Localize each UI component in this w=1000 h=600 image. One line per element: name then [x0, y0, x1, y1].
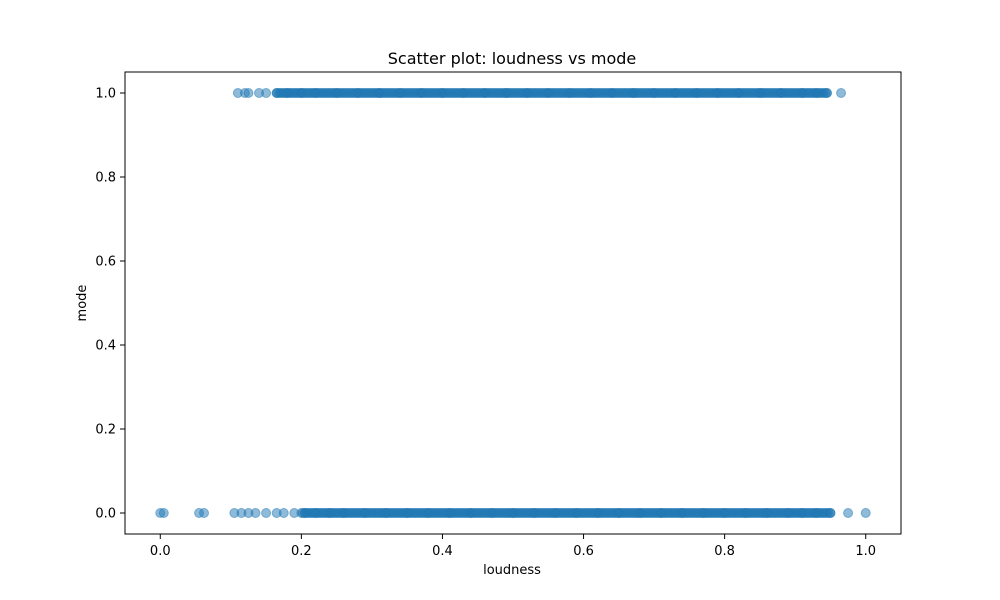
scatter-point	[585, 88, 596, 98]
y-tick-label: 0.6	[95, 255, 116, 270]
scatter-point	[500, 88, 511, 98]
scatter-point	[843, 508, 854, 518]
scatter-point	[402, 508, 413, 518]
scatter-point	[825, 508, 836, 518]
scatter-point	[550, 508, 561, 518]
y-axis-label: mode	[75, 285, 90, 322]
scatter-point	[261, 508, 272, 518]
scatter-point	[250, 508, 261, 518]
scatter-point	[282, 88, 293, 98]
scatter-point	[271, 88, 282, 98]
scatter-point	[338, 508, 349, 518]
x-axis-label: loudness	[483, 563, 541, 578]
scatter-point	[522, 88, 533, 98]
scatter-point	[243, 88, 254, 98]
scatter-point	[836, 88, 847, 98]
x-axis-ticks: 0.0 0.2 0.4 0.6 0.8 1.0	[150, 534, 876, 559]
scatter-point	[299, 508, 310, 518]
scatter-point	[310, 508, 321, 518]
scatter-point	[698, 508, 709, 518]
y-tick-label: 1.0	[95, 87, 116, 102]
scatter-point	[373, 88, 384, 98]
scatter-point	[656, 508, 667, 518]
scatter-point	[324, 508, 335, 518]
scatter-point	[783, 508, 794, 518]
scatter-point	[797, 88, 808, 98]
scatter-point	[670, 88, 681, 98]
scatter-point	[627, 88, 638, 98]
scatter-point	[571, 508, 582, 518]
scatter-point	[310, 88, 321, 98]
scatter-point	[776, 88, 787, 98]
scatter-point	[416, 88, 427, 98]
y-axis-ticks: 0.0 0.2 0.4 0.6 0.8 1.0	[95, 87, 125, 522]
scatter-point	[359, 508, 370, 518]
scatter-point	[278, 508, 289, 518]
scatter-point	[289, 508, 300, 518]
scatter-point	[543, 88, 554, 98]
scatter-point	[634, 508, 645, 518]
x-tick-label: 1.0	[855, 544, 876, 559]
scatter-point	[529, 508, 540, 518]
y-tick-label: 0.8	[95, 171, 116, 186]
scatter-point	[331, 88, 342, 98]
scatter-point	[811, 88, 822, 98]
scatter-point	[677, 508, 688, 518]
scatter-point	[691, 88, 702, 98]
scatter-point	[158, 508, 169, 518]
y-tick-label: 0.2	[95, 423, 116, 438]
x-tick-label: 0.2	[291, 544, 312, 559]
scatter-point	[444, 508, 455, 518]
scatter-point	[797, 508, 808, 518]
scatter-point	[613, 508, 624, 518]
scatter-point	[381, 508, 392, 518]
scatter-point	[486, 508, 497, 518]
scatter-point	[508, 508, 518, 518]
x-tick-label: 0.8	[714, 544, 735, 559]
scatter-point	[860, 508, 871, 518]
y-tick-label: 0.4	[95, 339, 116, 354]
scatter-point	[592, 508, 603, 518]
scatter-point	[606, 88, 617, 98]
scatter-point	[296, 88, 307, 98]
scatter-point	[423, 508, 434, 518]
chart-title: Scatter plot: loudness vs mode	[388, 49, 637, 68]
y-tick-label: 0.0	[95, 507, 116, 522]
scatter-point	[261, 88, 272, 98]
scatter-point	[719, 508, 730, 518]
data-points	[155, 88, 871, 518]
scatter-point	[437, 88, 448, 98]
scatter-point	[199, 508, 210, 518]
scatter-point	[761, 508, 772, 518]
scatter-point	[465, 508, 476, 518]
scatter-point	[740, 508, 751, 518]
x-tick-label: 0.6	[573, 544, 594, 559]
scatter-point	[649, 88, 660, 98]
scatter-point	[754, 88, 765, 98]
x-tick-label: 0.4	[432, 544, 453, 559]
scatter-point	[458, 88, 469, 98]
scatter-point	[479, 88, 490, 98]
scatter-point	[564, 88, 575, 98]
scatter-point	[352, 88, 363, 98]
x-tick-label: 0.0	[150, 544, 171, 559]
plot-area-frame	[124, 71, 902, 535]
scatter-point	[712, 88, 723, 98]
scatter-point	[811, 508, 822, 518]
scatter-point	[395, 88, 406, 98]
scatter-point	[821, 88, 832, 98]
scatter-point	[733, 88, 744, 98]
